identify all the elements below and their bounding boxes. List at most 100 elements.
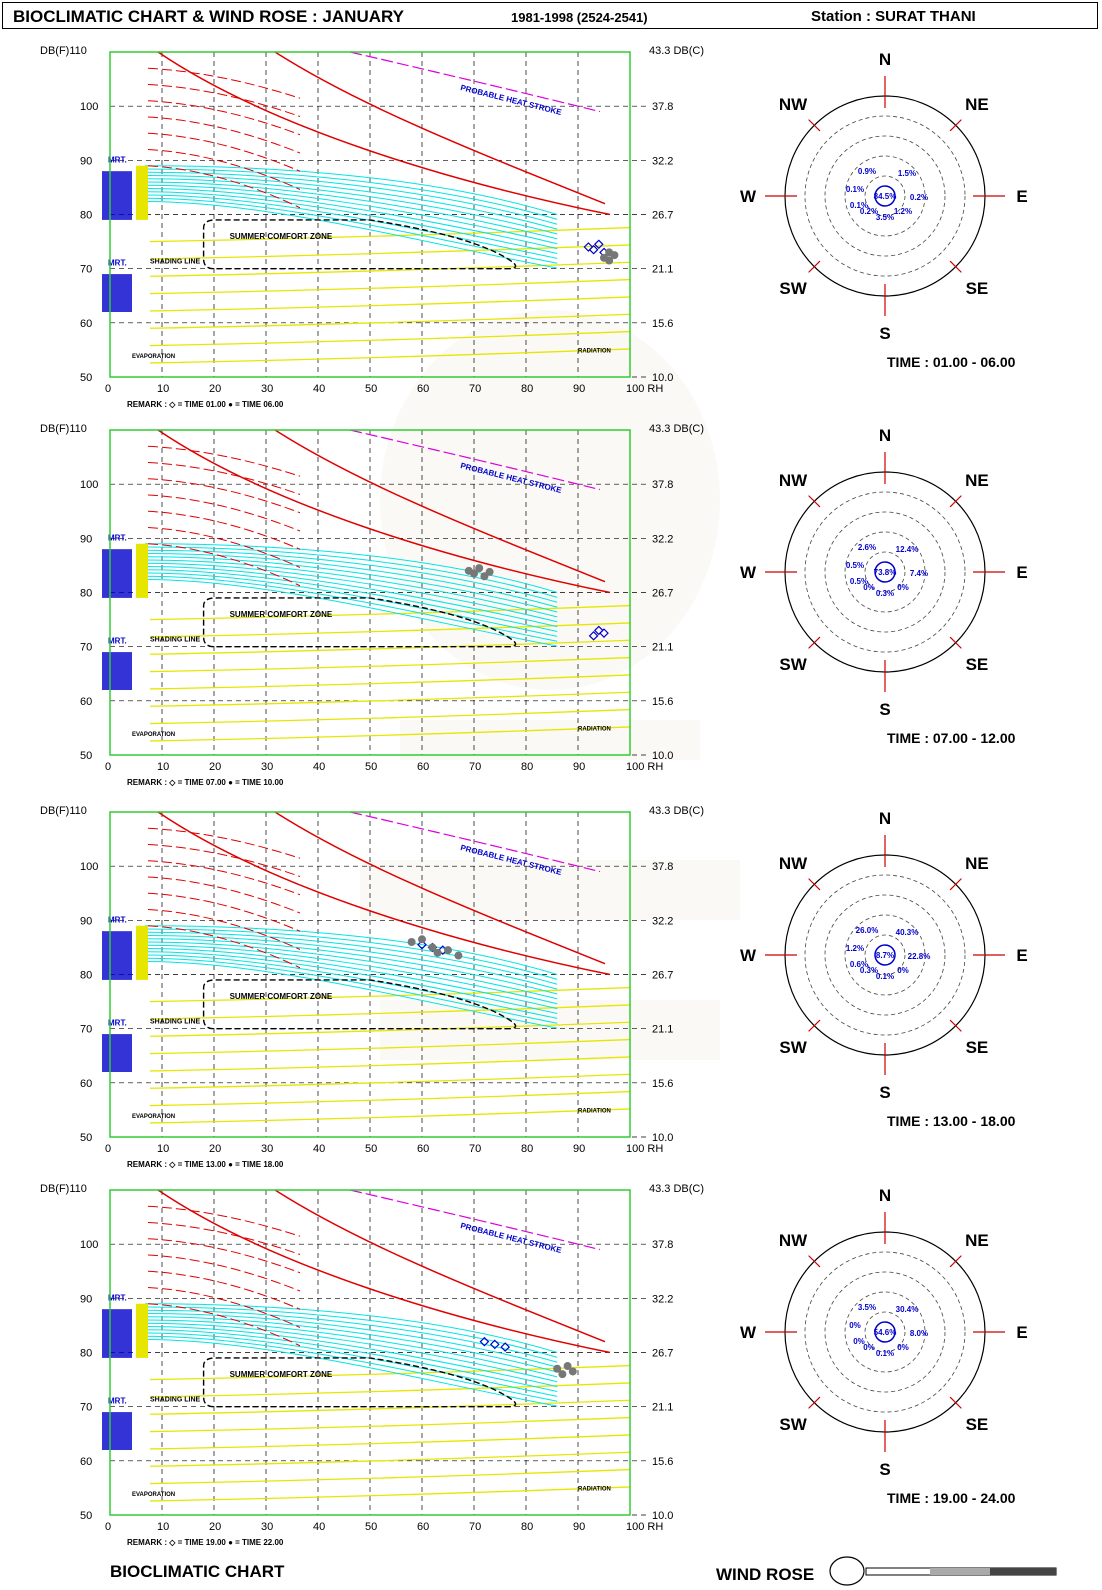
- warm-curve: [147, 84, 301, 117]
- rose-value: 0.3%: [860, 966, 878, 975]
- limit-curve: [157, 811, 611, 976]
- y-left-tick: 60: [80, 696, 92, 708]
- cooling-curve: [144, 948, 558, 1010]
- rose-center-value: 8.7%: [876, 951, 894, 960]
- warm-curve: [147, 494, 301, 532]
- rose-ring: [804, 874, 966, 1036]
- rose-value: 0%: [853, 1337, 865, 1346]
- cooling-curve: [144, 928, 558, 980]
- rose-center-value: 73.8%: [874, 568, 897, 577]
- y-left-tick: 90: [80, 155, 92, 167]
- radiation-line: [149, 313, 631, 329]
- y-left-tick: 100: [80, 861, 98, 873]
- y-left-tick: 80: [80, 1348, 92, 1360]
- x-tick: 80: [521, 383, 533, 395]
- compass-nw: NW: [779, 95, 808, 114]
- cooling-curve: [144, 951, 558, 1014]
- rose-ring: [844, 914, 926, 996]
- y-left-tick: 70: [80, 1024, 92, 1036]
- rose-spoke: [949, 1396, 962, 1409]
- warm-curve: [147, 67, 301, 99]
- radiation-line: [149, 691, 631, 707]
- point-open: [500, 1342, 511, 1352]
- rose-value: 0%: [849, 1321, 861, 1330]
- rose-ring: [844, 531, 926, 613]
- rose-spoke: [949, 878, 962, 891]
- point-open: [588, 244, 599, 255]
- point-gray: [454, 951, 463, 960]
- radiation-line: [149, 1108, 631, 1124]
- y-right-tick: 26.7: [652, 1348, 673, 1360]
- x-tick: 90: [573, 761, 585, 773]
- x-tick: 40: [313, 761, 325, 773]
- rose-value: 0.2%: [910, 193, 928, 202]
- x-tick: 30: [261, 383, 273, 395]
- compass-nw: NW: [779, 854, 808, 873]
- cooling-curve: [144, 1313, 558, 1368]
- x-tick: 60: [417, 761, 429, 773]
- cooling-curve: [144, 1322, 558, 1383]
- heat-stroke-label: PROBABLE HEAT STROKE: [460, 461, 564, 495]
- mrt-bar-upper: [102, 549, 132, 598]
- x-tick: 60: [417, 383, 429, 395]
- rose-spoke: [949, 119, 962, 132]
- shading-line-label: SHADING LINE: [150, 258, 201, 265]
- x-tick: 0: [105, 1521, 111, 1533]
- rose-ring: [824, 511, 946, 633]
- cooling-curve: [144, 1319, 558, 1378]
- compass-ne: NE: [965, 471, 989, 490]
- comfort-zone-boundary: [202, 979, 517, 1030]
- compass-s: S: [879, 1460, 890, 1479]
- warm-curve: [147, 892, 301, 932]
- rose-center-value: 84.5%: [874, 192, 897, 201]
- rose-time: TIME : 13.00 - 18.00: [887, 1113, 1016, 1129]
- y-right-tick: 21.1: [652, 264, 673, 276]
- warm-curve: [147, 445, 301, 477]
- radiation-line: [149, 1056, 631, 1072]
- comfort-zone-boundary: [202, 1357, 517, 1408]
- rose-ring: [824, 135, 946, 257]
- warm-curve: [147, 510, 301, 550]
- radiation-label: RADIATION: [578, 727, 611, 733]
- y-left-tick: 90: [80, 533, 92, 545]
- y-right-tick: 15.6: [652, 318, 673, 330]
- y-right-tick: 21.1: [652, 642, 673, 654]
- y-right-tick: 26.7: [652, 970, 673, 982]
- year-range: 1981-1998 (2524-2541): [511, 10, 648, 25]
- x-tick: 80: [521, 1521, 533, 1533]
- wind-rose-legend: [829, 1556, 1057, 1586]
- mrt-label: MRT.: [108, 258, 127, 267]
- heat-stroke-line: [349, 51, 601, 113]
- cooling-curve: [144, 579, 558, 647]
- rose-ring: [844, 1291, 926, 1373]
- warm-curve: [147, 860, 301, 896]
- compass-e: E: [1016, 187, 1027, 206]
- chart-title: BIOCLIMATIC CHART & WIND ROSE : JANUARY: [13, 7, 404, 26]
- mrt-bar-upper: [102, 171, 132, 220]
- legend-speed-bar-high: [990, 1568, 1056, 1575]
- rose-center-value: 54.6%: [874, 1328, 897, 1337]
- x-tick: 10: [157, 1521, 169, 1533]
- warm-curve: [147, 1238, 301, 1274]
- warm-curve: [147, 909, 301, 950]
- cooling-curve: [144, 175, 558, 230]
- y-right-title: 43.3 DB(C): [649, 423, 704, 435]
- compass-sw: SW: [779, 279, 807, 298]
- rose-spoke: [949, 1019, 962, 1032]
- x-tick: 30: [261, 761, 273, 773]
- rose-value: 1.2%: [846, 944, 864, 953]
- radiation-line: [149, 708, 631, 725]
- compass-ne: NE: [965, 1231, 989, 1250]
- x-tick: 40: [313, 383, 325, 395]
- y-right-tick: 26.7: [652, 588, 673, 600]
- rose-value: 0%: [897, 966, 909, 975]
- warm-curve: [147, 478, 301, 514]
- y-left-title: DB(F)110: [40, 805, 87, 817]
- rose-value: 30.4%: [896, 1305, 919, 1314]
- x-tick: 40: [313, 1521, 325, 1533]
- rose-value: 3.5%: [876, 213, 894, 222]
- compass-w: W: [740, 1323, 757, 1342]
- x-tick: 0: [105, 383, 111, 395]
- x-unit-label: 100 RH: [626, 761, 663, 773]
- station-name: Station : SURAT THANI: [811, 8, 976, 25]
